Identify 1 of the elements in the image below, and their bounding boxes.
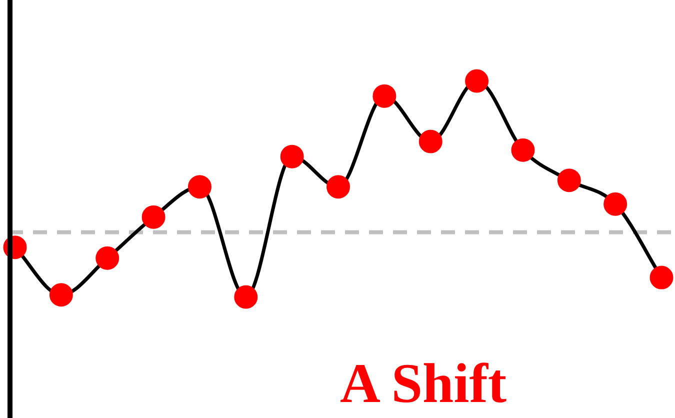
text: A Shift	[340, 352, 506, 416]
